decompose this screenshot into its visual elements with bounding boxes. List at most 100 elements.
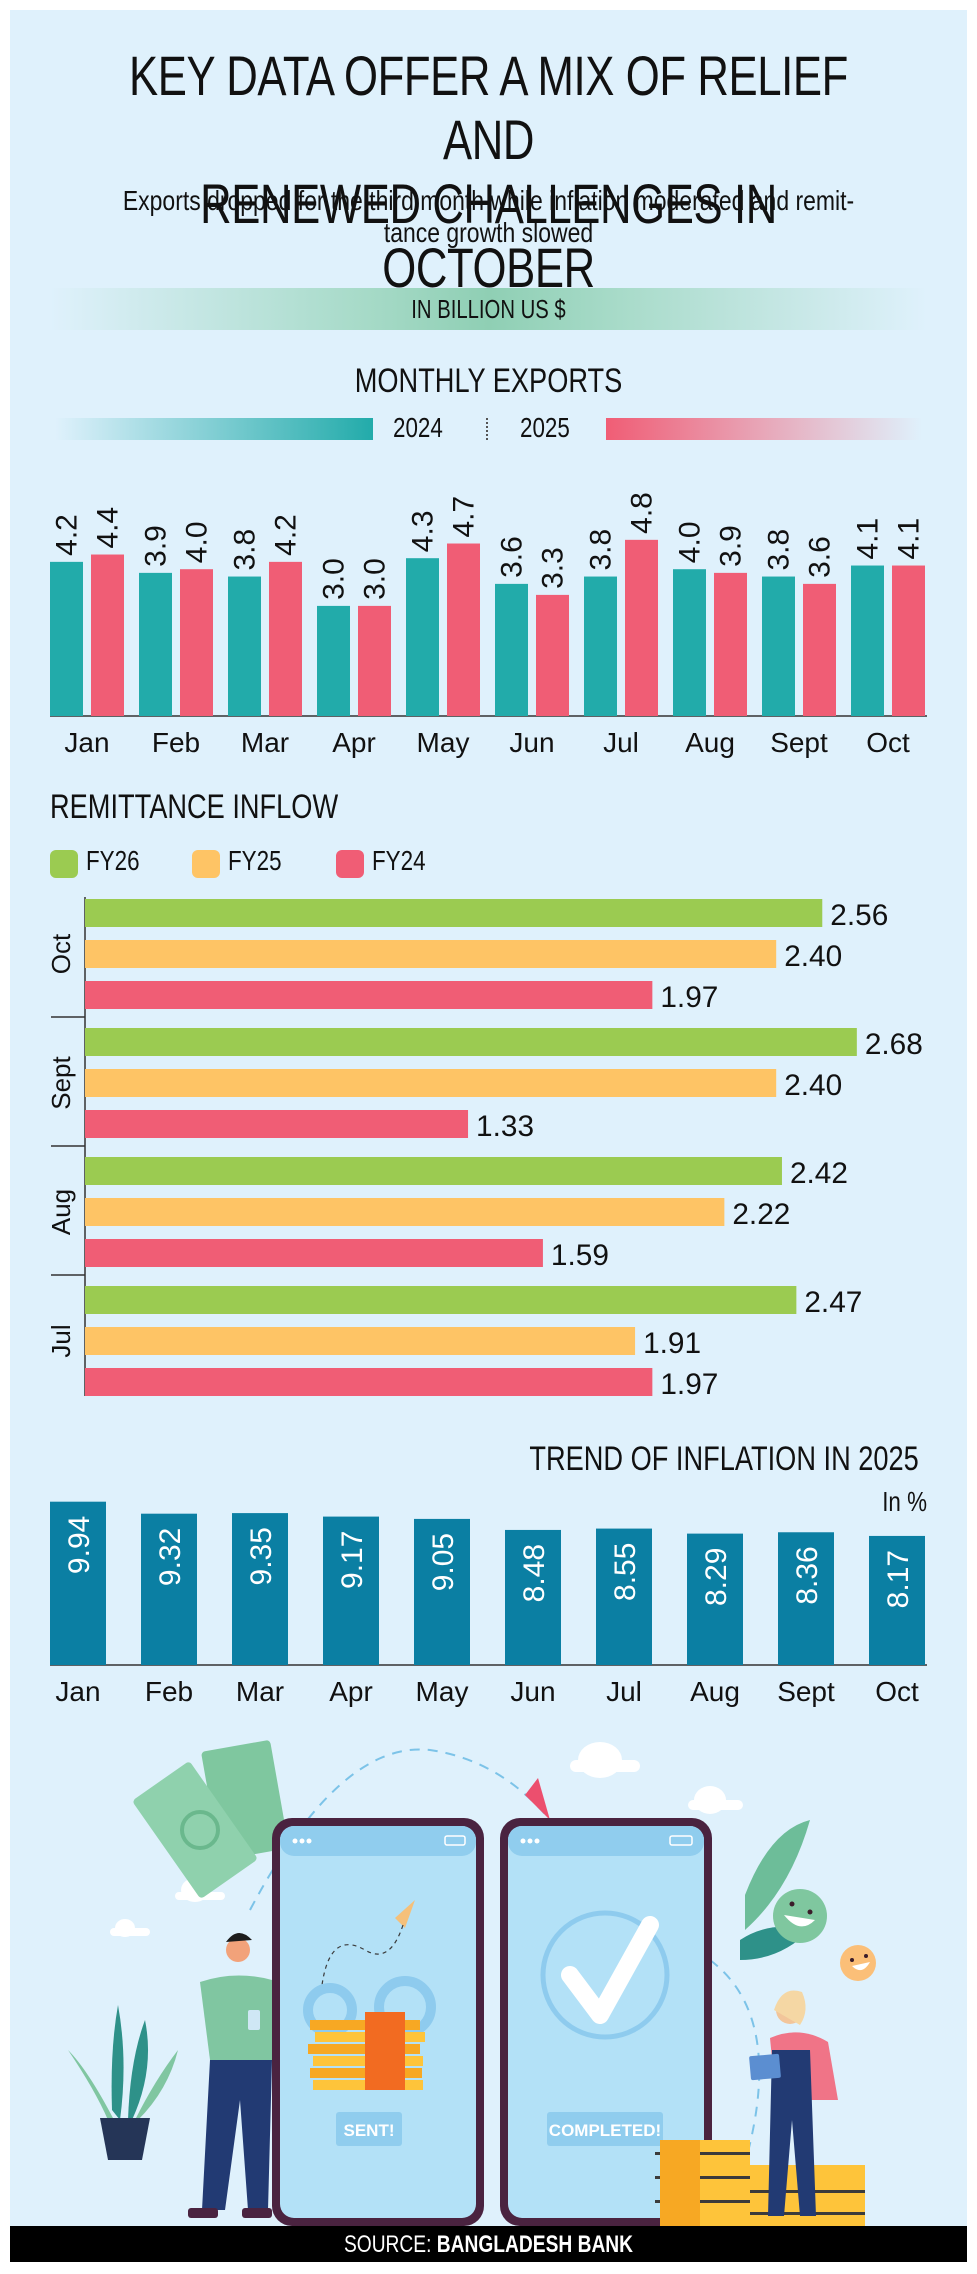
coins-stack-icon xyxy=(655,2140,865,2226)
data-label: 2.40 xyxy=(784,940,842,973)
bar-2024-Oct xyxy=(851,565,884,716)
bar-FY26-Jul xyxy=(85,1286,797,1314)
y-tick-label: Sept xyxy=(46,1055,76,1109)
data-label: 2.68 xyxy=(865,1028,923,1061)
paper-plane-icon xyxy=(525,1778,550,1820)
data-label: 9.17 xyxy=(336,1531,369,1589)
legend-swatch-fy25 xyxy=(192,850,220,878)
cloud-icon xyxy=(110,1919,150,1937)
source-prefix: SOURCE: xyxy=(343,2231,432,2258)
source-name: BANGLADESH BANK xyxy=(436,2231,634,2258)
woman-figure xyxy=(749,1990,838,2216)
x-tick-label: Jul xyxy=(606,1676,642,1707)
data-label: 2.40 xyxy=(784,1069,842,1102)
remittance-chart: 2.56 2.40 1.97 Oct 2.68 2.40 1.33 Sept 2.422.22 1… xyxy=(46,897,923,1401)
data-label: 4.7 xyxy=(448,496,481,538)
bar-Jul xyxy=(596,1528,652,1665)
x-tick-label: Feb xyxy=(152,727,200,758)
bar-Jun xyxy=(505,1529,561,1665)
x-tick-label: Mar xyxy=(241,727,289,758)
bar-FY25-Aug xyxy=(85,1198,725,1226)
bar-2024-Feb xyxy=(139,572,172,716)
bar-FY25-Jul xyxy=(85,1327,636,1355)
x-tick-label: May xyxy=(417,727,470,758)
data-label: 8.48 xyxy=(518,1544,551,1602)
legend-label-fy26: FY26 xyxy=(86,845,140,876)
plant-icon xyxy=(68,2005,178,2160)
remittance-illustration: SENT! COMPLETED! xyxy=(68,1740,876,2226)
data-label: 1.33 xyxy=(476,1110,534,1143)
inflation-unit: In % xyxy=(882,1486,927,1517)
bar-2025-May xyxy=(447,543,480,716)
data-label: 2.22 xyxy=(732,1198,790,1231)
phone-completed: COMPLETED! xyxy=(500,1818,712,2226)
bar-2024-Sept xyxy=(762,576,795,716)
data-label: 3.0 xyxy=(318,558,351,600)
data-label: 9.32 xyxy=(154,1528,187,1586)
legend-swatch-fy24 xyxy=(336,850,364,878)
x-tick-label: Oct xyxy=(866,727,910,758)
bar-Jan xyxy=(50,1501,106,1665)
data-label: 2.42 xyxy=(790,1157,848,1190)
smiley-icon xyxy=(773,1889,827,1943)
x-tick-label: Aug xyxy=(690,1676,740,1707)
inflation-title: TREND OF INFLATION IN 2025 xyxy=(529,1440,919,1478)
legend-label-fy25: FY25 xyxy=(228,845,282,876)
bar-2025-Jul xyxy=(625,539,658,716)
y-tick-label: Oct xyxy=(46,933,76,974)
legend-swatch-2025 xyxy=(606,418,922,440)
cloud-icon xyxy=(688,1786,743,1814)
bar-FY24-Aug xyxy=(85,1239,543,1267)
legend-label-2024: 2024 xyxy=(393,412,443,443)
unit-label: IN BILLION US $ xyxy=(411,294,566,324)
bar-2025-Feb xyxy=(180,569,213,716)
x-tick-label: Apr xyxy=(332,727,376,758)
x-tick-label: Jul xyxy=(603,727,639,758)
data-label: 4.0 xyxy=(181,521,214,563)
bar-2025-Jan xyxy=(91,554,124,716)
source-footer: SOURCE: BANGLADESH BANK xyxy=(10,2226,967,2262)
bar-Mar xyxy=(232,1513,288,1665)
data-label: 3.8 xyxy=(229,529,262,571)
data-label: 3.0 xyxy=(359,558,392,600)
data-label: 8.55 xyxy=(609,1543,642,1601)
data-label: 8.29 xyxy=(700,1548,733,1606)
subtitle-line-1: Exports dropped for the third month whil… xyxy=(122,185,855,216)
bar-2024-Jun xyxy=(495,583,528,716)
completed-label: COMPLETED! xyxy=(549,2121,661,2140)
legend-divider xyxy=(486,418,490,440)
bar-2024-Mar xyxy=(228,576,261,716)
x-tick-label: May xyxy=(416,1676,469,1707)
bar-2025-Aug xyxy=(714,572,747,716)
y-tick-label: Jul xyxy=(46,1324,76,1357)
data-label: 8.36 xyxy=(791,1546,824,1604)
bar-FY26-Sept xyxy=(85,1028,857,1056)
x-tick-label: Sept xyxy=(777,1676,835,1707)
data-label: 1.97 xyxy=(660,981,718,1014)
data-label: 1.97 xyxy=(660,1368,718,1401)
subtitle-line-2: tance growth slowed xyxy=(383,217,594,248)
data-label: 2.56 xyxy=(830,899,888,932)
legend-swatch-fy26 xyxy=(50,850,78,878)
x-tick-label: Oct xyxy=(875,1676,919,1707)
x-tick-label: Aug xyxy=(685,727,735,758)
x-tick-label: Jun xyxy=(509,727,554,758)
check-circle-icon xyxy=(540,1910,670,2040)
bar-FY25-Sept xyxy=(85,1069,777,1097)
bar-Aug xyxy=(687,1533,743,1665)
unit-band: IN BILLION US $ xyxy=(50,288,927,330)
data-label: 9.05 xyxy=(427,1533,460,1591)
x-tick-label: Apr xyxy=(329,1676,373,1707)
bar-2025-Mar xyxy=(269,561,302,716)
bar-Sept xyxy=(778,1532,834,1665)
data-label: 4.2 xyxy=(270,514,303,556)
data-label: 2.47 xyxy=(804,1286,862,1319)
bar-2025-Apr xyxy=(358,605,391,716)
bar-2024-Jan xyxy=(50,561,83,716)
data-label: 3.9 xyxy=(140,525,173,567)
bar-2025-Jun xyxy=(536,594,569,716)
bar-FY26-Aug xyxy=(85,1157,782,1185)
dashed-arc-right xyxy=(709,1959,761,2181)
cloud-icon xyxy=(570,1742,640,1778)
bar-FY24-Sept xyxy=(85,1110,469,1138)
